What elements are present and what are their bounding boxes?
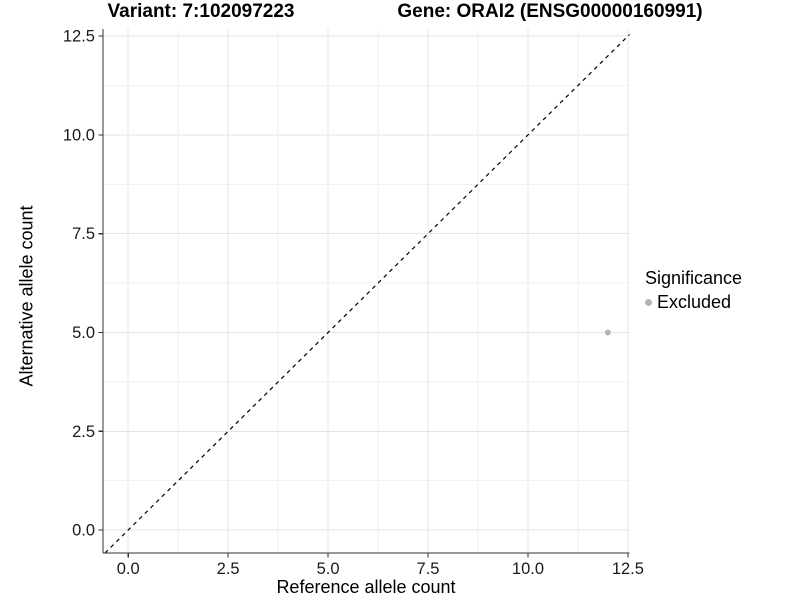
legend-item-label: Excluded xyxy=(657,292,732,312)
legend-title: Significance xyxy=(645,268,743,288)
svg-text:2.5: 2.5 xyxy=(217,560,240,578)
svg-text:7.5: 7.5 xyxy=(72,225,95,243)
variant-title: Variant: 7:102097223 xyxy=(107,1,295,22)
svg-text:10.0: 10.0 xyxy=(63,126,95,144)
legend: Significance Excluded xyxy=(645,268,742,313)
svg-text:10.0: 10.0 xyxy=(512,560,544,578)
legend-item-excluded: Excluded xyxy=(645,292,742,313)
svg-text:0.0: 0.0 xyxy=(72,522,95,540)
x-axis-title: Reference allele count xyxy=(276,577,456,597)
svg-text:5.0: 5.0 xyxy=(72,324,95,342)
y-axis-title: Alternative allele count xyxy=(16,205,37,387)
svg-text:0.0: 0.0 xyxy=(117,560,140,578)
gene-title: Gene: ORAI2 (ENSG00000160991) xyxy=(397,1,703,22)
svg-text:5.0: 5.0 xyxy=(317,560,340,578)
svg-text:12.5: 12.5 xyxy=(612,560,644,578)
svg-text:2.5: 2.5 xyxy=(72,423,95,441)
svg-text:12.5: 12.5 xyxy=(63,28,95,46)
svg-text:7.5: 7.5 xyxy=(417,560,440,578)
excluded-point-icon xyxy=(645,299,652,306)
